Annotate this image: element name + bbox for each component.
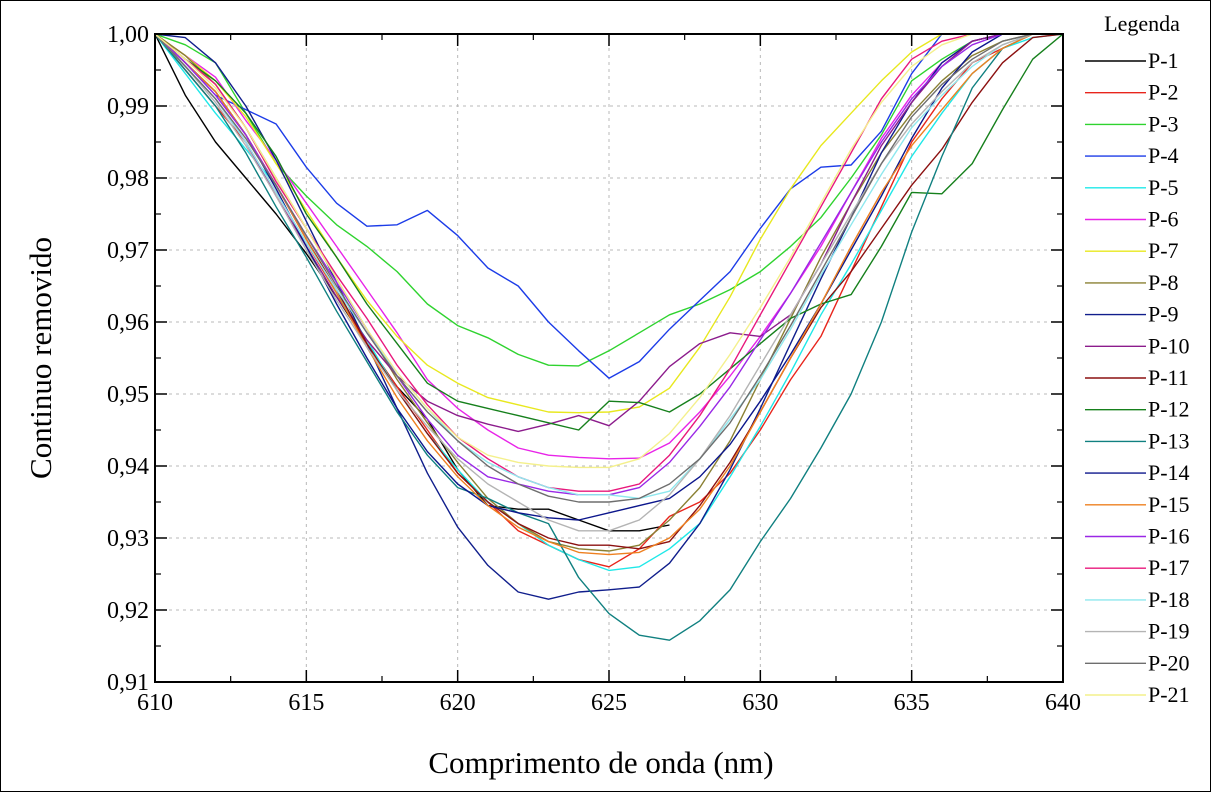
legend-label-p-3: P-3 (1148, 111, 1179, 136)
legend-label-p-15: P-15 (1148, 492, 1190, 517)
legend-label-p-5: P-5 (1148, 175, 1179, 200)
x-tick-label: 620 (440, 690, 476, 716)
series-line-p-18 (155, 34, 1063, 500)
series-line-p-14 (155, 34, 1063, 521)
y-tick-label: 0,99 (107, 94, 149, 120)
y-tick-label: 0,92 (107, 598, 149, 624)
legend-label-p-19: P-19 (1148, 619, 1190, 644)
series-line-p-6 (155, 34, 1063, 460)
x-tick-label: 610 (137, 690, 173, 716)
series-line-p-21 (155, 34, 1063, 469)
series-line-p-13 (155, 34, 1063, 641)
series-line-p-7 (155, 34, 1063, 414)
y-tick-label: 1,00 (107, 22, 149, 48)
series-line-p-15 (155, 34, 1063, 556)
y-tick-label: 0,96 (107, 310, 149, 336)
legend-label-p-10: P-10 (1148, 333, 1190, 358)
legend-title: Legenda (1104, 11, 1180, 36)
legend-label-p-1: P-1 (1148, 48, 1179, 73)
y-tick-label: 0,94 (107, 454, 149, 480)
series-line-p-1 (155, 34, 670, 532)
legend-label-p-12: P-12 (1148, 397, 1190, 422)
series-line-p-19 (155, 34, 1063, 532)
legend-label-p-17: P-17 (1148, 555, 1190, 580)
legend-label-p-9: P-9 (1148, 302, 1179, 327)
series-lines (155, 34, 1063, 641)
legend-label-p-20: P-20 (1148, 650, 1190, 675)
grid (155, 34, 1063, 682)
x-tick-label: 635 (894, 690, 930, 716)
y-tick-label: 0,93 (107, 526, 149, 552)
y-axis-label: Continuo removido (23, 237, 58, 479)
series-line-p-20 (155, 34, 1063, 503)
legend-label-p-11: P-11 (1148, 365, 1189, 390)
x-axis-tick-labels: 610 615 620 625 630 635 640 (137, 690, 1081, 716)
x-axis-label: Comprimento de onda (nm) (428, 745, 773, 780)
x-tick-label: 630 (742, 690, 778, 716)
legend-label-p-21: P-21 (1148, 682, 1190, 707)
legend-label-p-18: P-18 (1148, 587, 1190, 612)
legend-label-p-16: P-16 (1148, 524, 1190, 549)
series-line-p-3 (155, 34, 1063, 367)
legend-label-p-14: P-14 (1148, 460, 1190, 485)
x-tick-label: 615 (288, 690, 324, 716)
series-line-p-17 (155, 34, 1063, 492)
legend-label-p-8: P-8 (1148, 270, 1179, 295)
y-tick-label: 0,98 (107, 166, 149, 192)
y-tick-label: 0,95 (107, 382, 149, 408)
x-tick-label: 625 (591, 690, 627, 716)
legend-label-p-6: P-6 (1148, 207, 1179, 232)
axis-ticks (154, 33, 1064, 683)
legend-label-p-4: P-4 (1148, 143, 1179, 168)
legend: Legenda P-1 P-2 P-3 P-4 P-5 P-6 P-7 P-8 P-9 P-10 P… (1085, 11, 1190, 707)
y-axis-tick-labels: 0,91 0,92 0,93 0,94 0,95 0,96 0,97 0,98 0,99 1,00 (107, 22, 149, 696)
y-tick-label: 0,91 (107, 670, 149, 696)
legend-label-p-7: P-7 (1148, 238, 1179, 263)
series-line-p-12 (155, 34, 1063, 431)
x-tick-label: 640 (1045, 690, 1081, 716)
y-tick-label: 0,97 (107, 238, 149, 264)
legend-label-p-2: P-2 (1148, 80, 1179, 105)
series-line-p-4 (155, 34, 1063, 379)
legend-label-p-13: P-13 (1148, 428, 1190, 453)
